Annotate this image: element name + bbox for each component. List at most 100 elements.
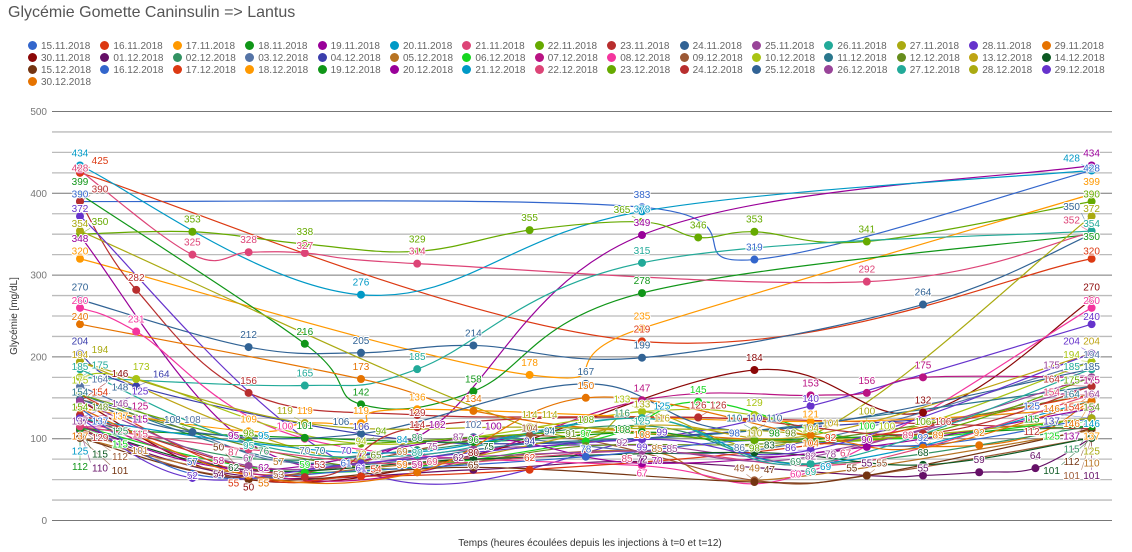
data-point[interactable]	[1087, 295, 1096, 304]
data-point[interactable]	[919, 443, 927, 452]
data-point[interactable]	[1087, 365, 1096, 374]
legend-item[interactable]: 17.12.2018	[172, 65, 236, 77]
data-point[interactable]	[638, 441, 646, 450]
data-point[interactable]	[76, 365, 84, 374]
data-point[interactable]	[244, 438, 253, 447]
legend-item[interactable]: 09.12.2018	[679, 53, 743, 65]
legend-item[interactable]: 12.12.2018	[896, 53, 960, 65]
data-point[interactable]	[919, 429, 927, 438]
data-point[interactable]	[1087, 303, 1096, 312]
data-point[interactable]	[357, 459, 365, 468]
legend-item[interactable]: 19.12.2018	[317, 65, 381, 77]
data-point[interactable]	[413, 451, 422, 460]
data-point[interactable]	[638, 337, 646, 346]
legend-item[interactable]: 26.12.2018	[824, 65, 887, 77]
legend-item[interactable]: 21.11.2018	[462, 41, 525, 53]
data-point[interactable]	[750, 478, 759, 487]
data-point[interactable]	[76, 295, 84, 304]
data-point[interactable]	[244, 445, 253, 454]
data-point[interactable]	[1087, 197, 1096, 206]
data-point[interactable]	[581, 393, 590, 402]
data-point[interactable]	[919, 373, 927, 382]
data-point[interactable]	[413, 410, 422, 419]
data-point[interactable]	[525, 423, 534, 432]
data-point[interactable]	[525, 226, 534, 235]
data-point[interactable]	[76, 303, 84, 312]
data-point[interactable]	[300, 433, 309, 442]
data-point[interactable]	[750, 426, 759, 435]
data-point[interactable]	[413, 433, 422, 442]
data-point[interactable]	[76, 414, 84, 423]
legend-item[interactable]: 10.12.2018	[752, 53, 815, 65]
data-point[interactable]	[132, 327, 141, 336]
legend-item[interactable]: 23.11.2018	[607, 41, 670, 53]
data-point[interactable]	[357, 472, 365, 481]
data-point[interactable]	[638, 207, 646, 216]
legend-item[interactable]: 04.12.2018	[317, 53, 381, 65]
data-point[interactable]	[413, 405, 422, 414]
legend-item[interactable]: 15.12.2018	[28, 65, 91, 77]
legend-item[interactable]: 01.12.2018	[100, 53, 163, 65]
data-point[interactable]	[694, 233, 703, 242]
data-point[interactable]	[76, 357, 84, 366]
data-point[interactable]	[244, 343, 253, 352]
data-point[interactable]	[188, 428, 197, 437]
data-point[interactable]	[806, 417, 815, 426]
legend-item[interactable]: 27.11.2018	[896, 41, 959, 53]
data-point[interactable]	[469, 406, 478, 415]
data-point[interactable]	[694, 413, 703, 422]
data-point[interactable]	[76, 422, 84, 431]
data-point[interactable]	[1087, 414, 1096, 423]
data-point[interactable]	[188, 473, 197, 482]
data-point[interactable]	[638, 435, 646, 444]
data-point[interactable]	[581, 428, 590, 437]
legend-item[interactable]: 24.11.2018	[679, 41, 742, 53]
data-point[interactable]	[300, 473, 309, 482]
data-point[interactable]	[806, 460, 815, 469]
data-point[interactable]	[469, 387, 478, 396]
data-point[interactable]	[76, 433, 84, 442]
data-point[interactable]	[469, 434, 478, 443]
data-point[interactable]	[862, 237, 871, 246]
data-point[interactable]	[806, 467, 815, 476]
legend-item[interactable]: 17.11.2018	[172, 41, 235, 53]
data-point[interactable]	[76, 320, 84, 329]
data-point[interactable]	[300, 240, 309, 249]
data-point[interactable]	[1087, 422, 1096, 431]
data-point[interactable]	[638, 231, 646, 240]
data-point[interactable]	[638, 428, 646, 437]
data-point[interactable]	[1087, 226, 1096, 235]
legend-item[interactable]: 03.12.2018	[245, 53, 308, 65]
data-point[interactable]	[76, 197, 84, 206]
legend-item[interactable]: 19.11.2018	[317, 41, 380, 53]
data-point[interactable]	[1087, 433, 1096, 442]
data-point[interactable]	[244, 471, 253, 480]
legend-item[interactable]: 29.11.2018	[1041, 41, 1104, 53]
data-point[interactable]	[638, 414, 646, 423]
data-point[interactable]	[638, 407, 646, 416]
data-point[interactable]	[244, 461, 253, 470]
data-point[interactable]	[525, 370, 534, 379]
legend-item[interactable]: 24.12.2018	[679, 65, 743, 77]
data-point[interactable]	[1087, 357, 1096, 366]
data-point[interactable]	[300, 419, 309, 428]
data-point[interactable]	[300, 381, 309, 390]
data-point[interactable]	[413, 259, 422, 268]
data-point[interactable]	[132, 382, 141, 391]
data-point[interactable]	[244, 388, 253, 397]
data-point[interactable]	[975, 468, 984, 477]
legend-item[interactable]: 25.11.2018	[752, 41, 814, 53]
data-point[interactable]	[806, 431, 815, 440]
legend-item[interactable]: 22.12.2018	[534, 65, 598, 77]
data-point[interactable]	[357, 400, 365, 409]
data-point[interactable]	[638, 459, 646, 468]
data-point[interactable]	[694, 397, 703, 406]
data-point[interactable]	[244, 427, 253, 436]
legend-item[interactable]: 21.12.2018	[462, 65, 525, 77]
data-point[interactable]	[413, 423, 422, 432]
legend-item[interactable]: 13.12.2018	[969, 53, 1032, 65]
data-point[interactable]	[638, 446, 646, 455]
legend-item[interactable]: 20.12.2018	[390, 65, 453, 77]
legend-item[interactable]: 15.11.2018	[28, 41, 90, 53]
data-point[interactable]	[750, 227, 759, 236]
